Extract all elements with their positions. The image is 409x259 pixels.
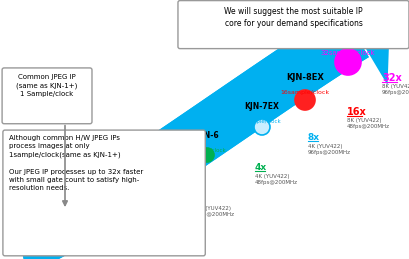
Text: Although common H/W JPEG IPs
process images at only
1sample/clock(same as KJN-1+: Although common H/W JPEG IPs process ima… <box>9 135 143 191</box>
Circle shape <box>335 49 361 75</box>
Polygon shape <box>13 9 369 259</box>
Text: 4K (YUV422)
96fps@200MHz: 4K (YUV422) 96fps@200MHz <box>308 144 351 155</box>
Text: Common JPEG IP
(same as KJN-1+)
1 Sample/clock: Common JPEG IP (same as KJN-1+) 1 Sample… <box>16 74 78 97</box>
Text: We will suggest the most suitable IP
core for your demand specifications: We will suggest the most suitable IP cor… <box>224 6 363 28</box>
Text: 16x: 16x <box>347 107 367 117</box>
FancyBboxPatch shape <box>178 1 409 49</box>
FancyBboxPatch shape <box>2 68 92 124</box>
Text: 32x: 32x <box>382 73 402 83</box>
Circle shape <box>200 148 214 162</box>
FancyBboxPatch shape <box>3 130 205 256</box>
Text: KJN-9EX: KJN-9EX <box>327 33 369 42</box>
Text: KJN-4: KJN-4 <box>136 162 160 171</box>
Text: FHD (YUV422)
96fps@200MHz: FHD (YUV422) 96fps@200MHz <box>192 206 235 217</box>
Text: KJN-1+: KJN-1+ <box>50 197 80 206</box>
Text: KJN-6: KJN-6 <box>195 131 219 140</box>
Text: 32sample/clock: 32sample/clock <box>321 50 375 56</box>
Polygon shape <box>324 0 390 85</box>
Text: KJN-8EX: KJN-8EX <box>286 73 324 82</box>
Text: 16sample/clock: 16sample/clock <box>281 90 330 95</box>
Polygon shape <box>13 9 369 259</box>
Text: 8x: 8x <box>308 133 320 142</box>
Text: KJN-7EX: KJN-7EX <box>245 102 279 111</box>
Circle shape <box>142 179 154 191</box>
Text: 8K (YUV422)
96fps@200MHz: 8K (YUV422) 96fps@200MHz <box>382 84 409 95</box>
Text: 1sample/clock: 1sample/clock <box>45 214 85 219</box>
Text: 8sample/clock: 8sample/clock <box>242 119 282 124</box>
Text: 4K (YUV422)
48fps@200MHz: 4K (YUV422) 48fps@200MHz <box>255 174 298 185</box>
Circle shape <box>60 213 70 223</box>
Circle shape <box>254 119 270 135</box>
Text: 2sample/clock: 2sample/clock <box>128 179 168 184</box>
Text: 4x: 4x <box>255 163 267 172</box>
Circle shape <box>295 90 315 110</box>
Text: 8K (YUV422)
48fps@200MHz: 8K (YUV422) 48fps@200MHz <box>347 118 390 130</box>
Text: 4sample/clock: 4sample/clock <box>187 148 227 153</box>
Text: 2x: 2x <box>192 196 204 205</box>
